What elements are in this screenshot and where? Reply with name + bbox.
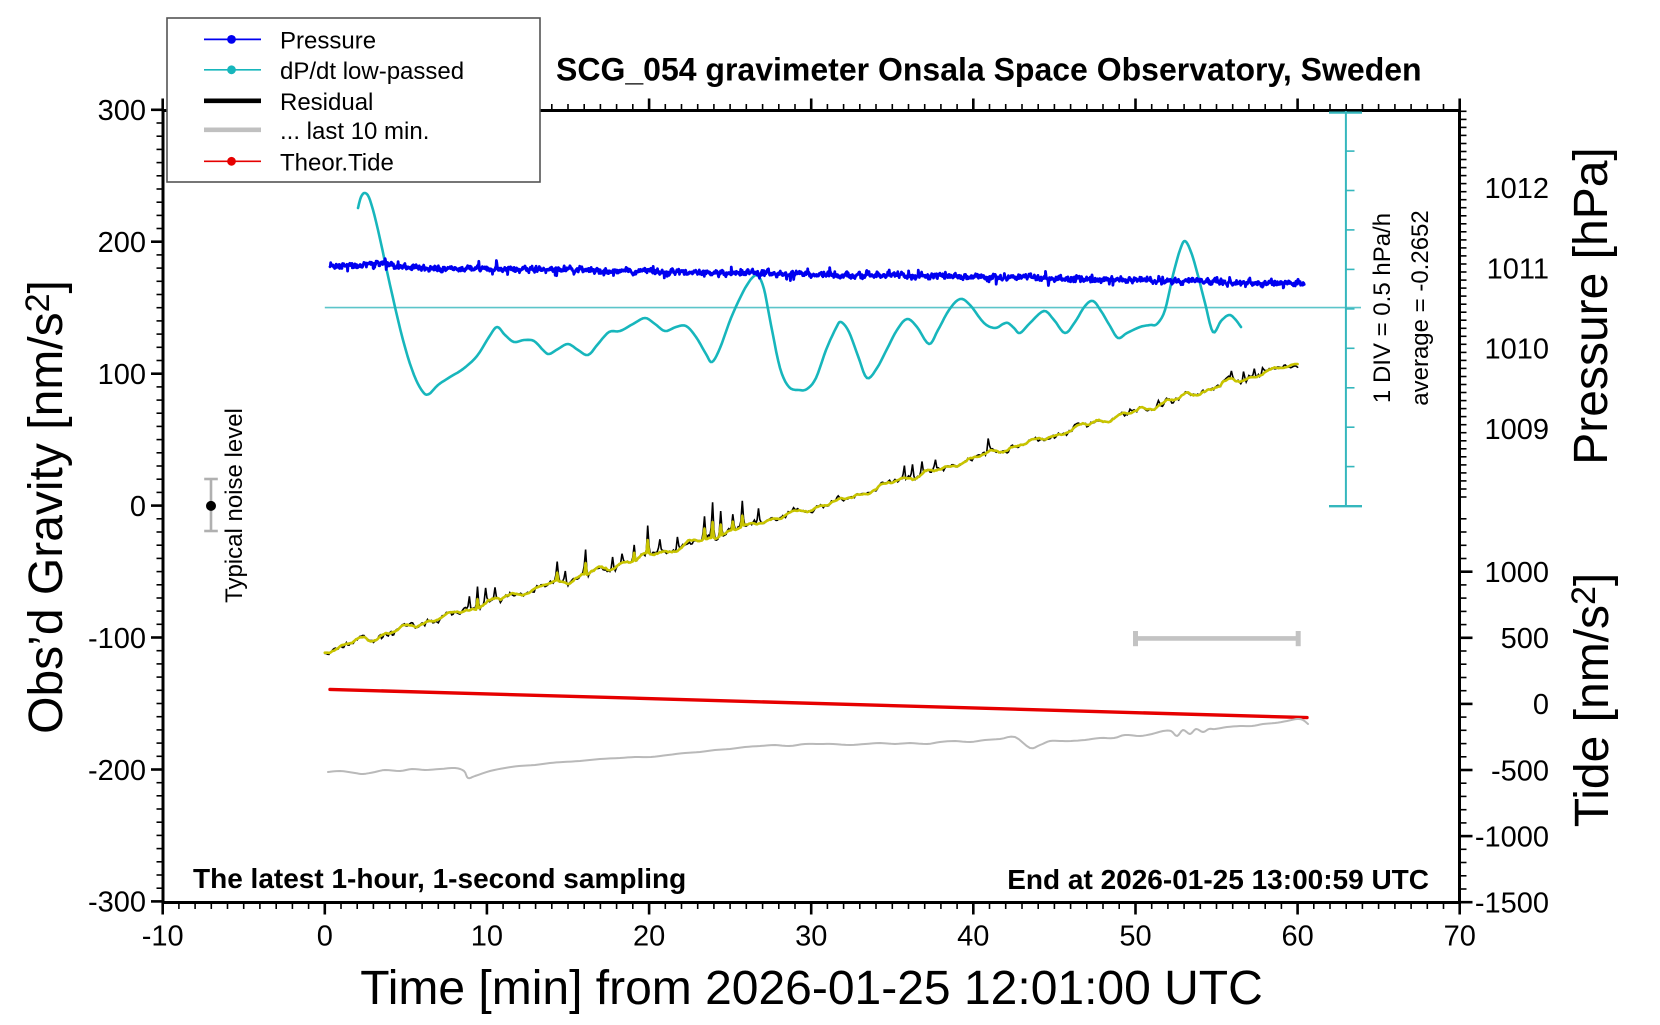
svg-text:average = -0.2652: average = -0.2652 <box>1407 210 1434 405</box>
svg-text:-10: -10 <box>142 921 184 953</box>
svg-text:-500: -500 <box>1491 755 1549 787</box>
svg-text:30: 30 <box>795 921 827 953</box>
svg-text:-1500: -1500 <box>1475 888 1549 920</box>
svg-text:Obs’d Gravity [nm/s2]: Obs’d Gravity [nm/s2] <box>19 280 73 734</box>
svg-text:SCG_054 gravimeter Onsala Spac: SCG_054 gravimeter Onsala Space Observat… <box>556 52 1422 88</box>
svg-text:-100: -100 <box>88 623 146 655</box>
svg-text:0: 0 <box>1533 689 1549 721</box>
svg-text:-1000: -1000 <box>1475 821 1549 853</box>
svg-text:100: 100 <box>98 359 146 391</box>
svg-text:1009: 1009 <box>1484 414 1549 446</box>
svg-text:Tide [nm/s2]: Tide [nm/s2] <box>1565 573 1619 828</box>
svg-text:10: 10 <box>471 921 503 953</box>
svg-text:0: 0 <box>317 921 333 953</box>
svg-text:20: 20 <box>633 921 665 953</box>
svg-text:70: 70 <box>1444 921 1476 953</box>
svg-text:Pressure [hPa]: Pressure [hPa] <box>1565 147 1618 464</box>
svg-text:200: 200 <box>98 227 146 259</box>
svg-text:1010: 1010 <box>1484 334 1549 366</box>
svg-text:The latest 1-hour, 1-second sa: The latest 1-hour, 1-second sampling <box>193 863 686 894</box>
svg-text:1000: 1000 <box>1484 557 1549 589</box>
svg-text:0: 0 <box>130 491 146 523</box>
svg-text:-300: -300 <box>88 887 146 919</box>
svg-text:End at 2026-01-25 13:00:59 UTC: End at 2026-01-25 13:00:59 UTC <box>1007 864 1429 895</box>
svg-text:40: 40 <box>957 921 989 953</box>
svg-text:Residual: Residual <box>280 89 373 116</box>
svg-text:Pressure: Pressure <box>280 28 376 55</box>
svg-text:Typical noise level: Typical noise level <box>221 408 248 603</box>
svg-text:50: 50 <box>1119 921 1151 953</box>
svg-text:Theor.Tide: Theor.Tide <box>280 150 394 177</box>
svg-text:Time [min] from 2026-01-25 12:: Time [min] from 2026-01-25 12:01:00 UTC <box>360 962 1263 1015</box>
svg-text:... last 10 min.: ... last 10 min. <box>280 118 429 145</box>
svg-text:dP/dt low-passed: dP/dt low-passed <box>280 58 464 85</box>
svg-text:300: 300 <box>98 95 146 127</box>
svg-text:500: 500 <box>1501 623 1549 655</box>
svg-text:-200: -200 <box>88 755 146 787</box>
svg-text:1012: 1012 <box>1484 173 1549 205</box>
svg-text:1 DIV = 0.5 hPa/h: 1 DIV = 0.5 hPa/h <box>1369 213 1396 403</box>
svg-text:60: 60 <box>1281 921 1313 953</box>
svg-text:1011: 1011 <box>1487 253 1549 285</box>
